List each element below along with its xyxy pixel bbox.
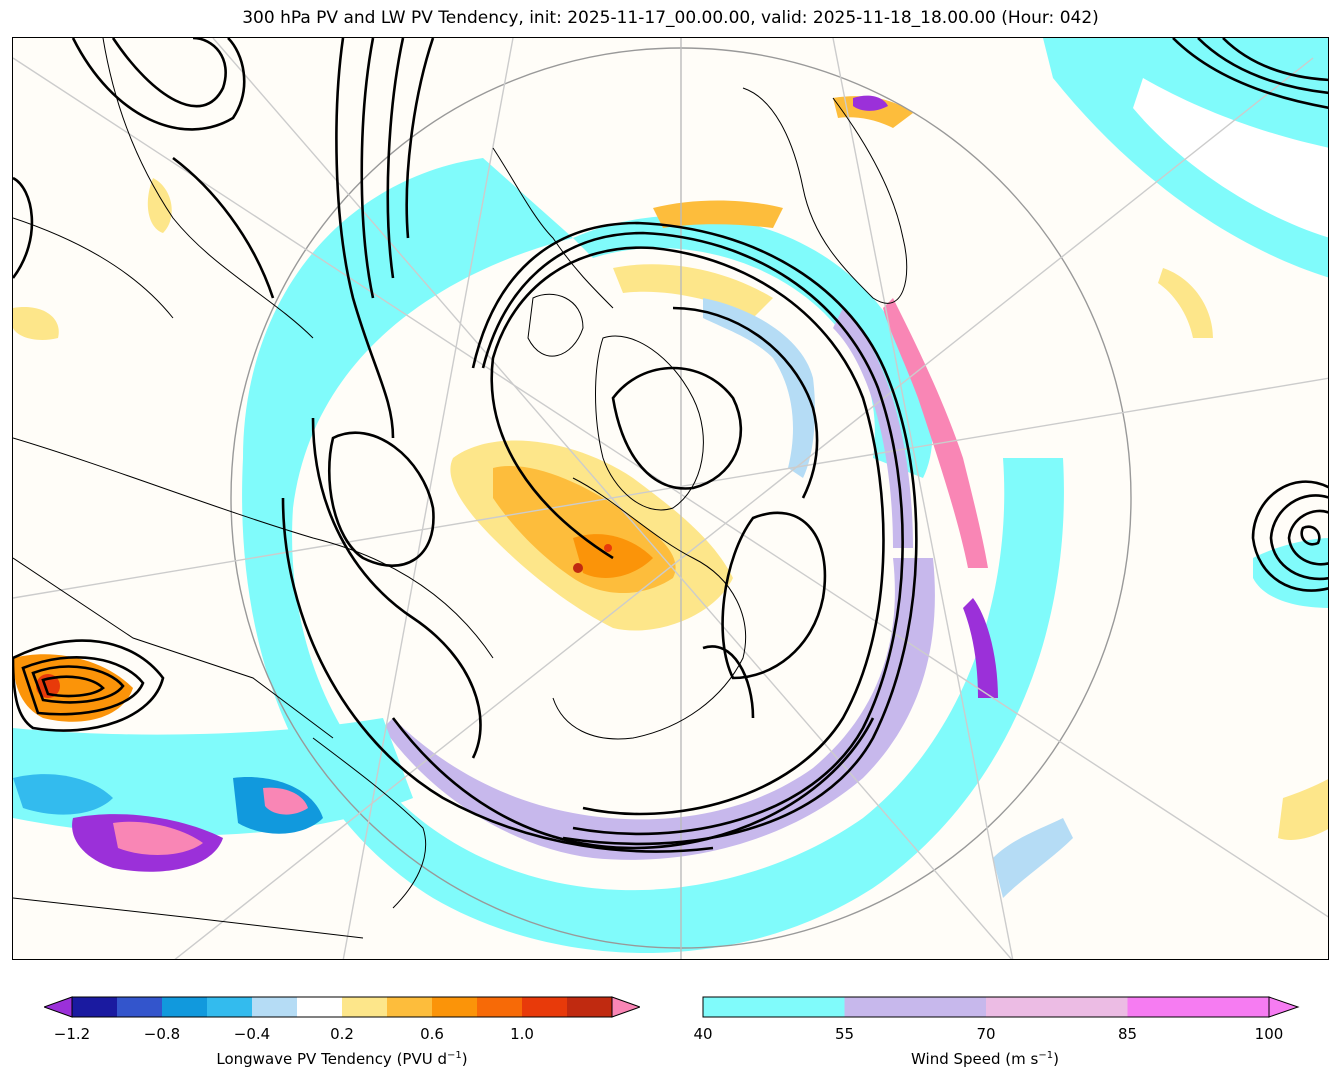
wind-colorbar — [702, 996, 1300, 1018]
wind-colorbar-tick: 55 — [834, 1025, 855, 1043]
wind-colorbar-label-text: Wind Speed (m s — [911, 1050, 1039, 1068]
pv-colorbar-label-text: Longwave PV Tendency (PVU d — [216, 1050, 448, 1068]
pv-contours — [13, 38, 1328, 853]
pv-colorbar-segment — [117, 997, 162, 1017]
wind-colorbar-tick: 85 — [1117, 1025, 1138, 1043]
wind-colorbar-label-end: ) — [1053, 1050, 1059, 1068]
pv-colorbar-segment — [72, 997, 117, 1017]
map-canvas — [13, 38, 1328, 959]
pv-colorbar-tick: −0.8 — [143, 1025, 181, 1043]
pv-colorbar-tick: −0.4 — [233, 1025, 271, 1043]
wind-colorbar-segment — [844, 997, 986, 1017]
wind-colorbar-tick: 100 — [1254, 1025, 1284, 1043]
pv-colorbar-tick: 0.2 — [330, 1025, 354, 1043]
pv-colorbar-segment — [522, 997, 567, 1017]
pv-colorbar-segment — [342, 997, 387, 1017]
wind-colorbar-segment — [986, 997, 1128, 1017]
pv-colorbar-segment — [252, 997, 297, 1017]
wind-colorbar-label: Wind Speed (m s−1) — [702, 1050, 1268, 1068]
wind-colorbar-label-sup: −1 — [1038, 1050, 1054, 1061]
page-title: 300 hPa PV and LW PV Tendency, init: 202… — [242, 8, 1099, 28]
pv-colorbar-label-end: ) — [461, 1050, 468, 1068]
map-panel[interactable] — [12, 37, 1329, 960]
pv-colorbar-segment — [297, 997, 342, 1017]
pv-tendency-shading — [13, 95, 1328, 898]
wind-colorbar-tick: 40 — [693, 1025, 713, 1043]
wind-colorbar-segment — [1127, 997, 1269, 1017]
wind-colorbar-over — [1268, 996, 1300, 1018]
pv-colorbar-tick: 0.6 — [420, 1025, 444, 1043]
pv-colorbar-segment — [387, 997, 432, 1017]
pv-colorbar-segment — [207, 997, 252, 1017]
pv-colorbar-label-sup: −1 — [447, 1050, 462, 1061]
pv-colorbar-segment — [567, 997, 612, 1017]
pv-colorbar-over — [611, 996, 640, 1018]
wind-colorbar-segment — [703, 997, 845, 1017]
pv-colorbar-under — [44, 996, 73, 1018]
pv-colorbar-tick: −1.2 — [53, 1025, 91, 1043]
pv-colorbar-segment — [432, 997, 477, 1017]
pv-colorbar-segment — [477, 997, 522, 1017]
pv-colorbar — [44, 996, 640, 1018]
pv-colorbar-segment — [162, 997, 207, 1017]
coastlines — [13, 38, 908, 939]
pv-colorbar-tick: 1.0 — [510, 1025, 534, 1043]
wind-colorbar-tick: 70 — [976, 1025, 996, 1043]
pv-colorbar-label: Longwave PV Tendency (PVU d−1) — [44, 1050, 640, 1068]
